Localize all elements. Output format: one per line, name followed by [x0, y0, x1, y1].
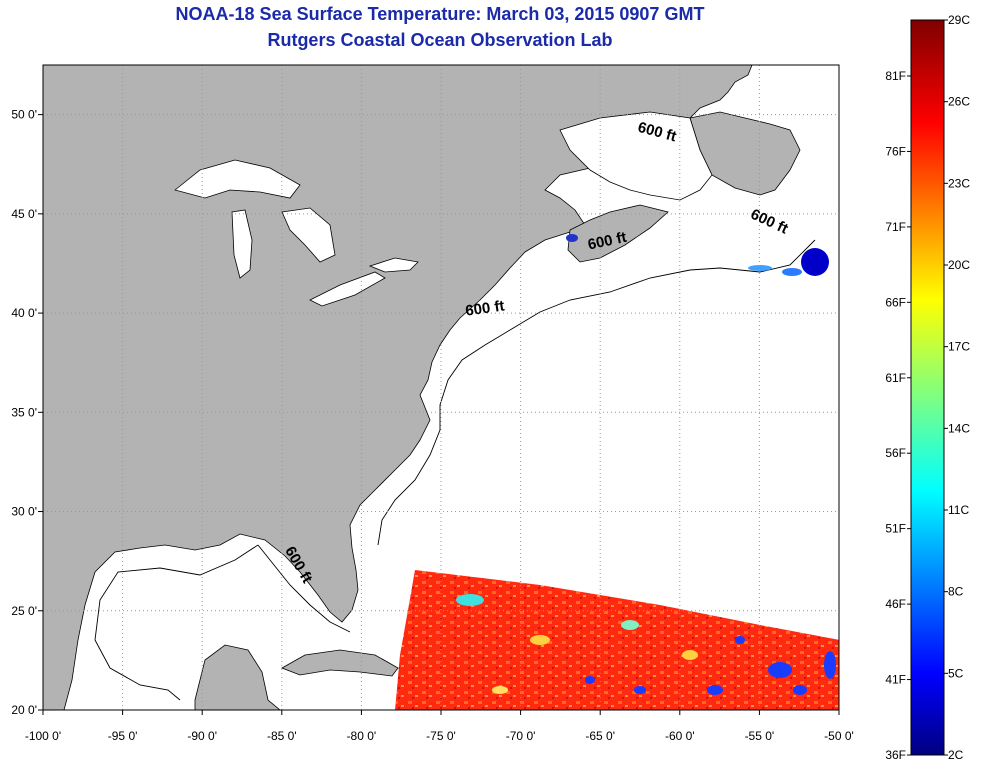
map-subtitle: Rutgers Coastal Ocean Observation Lab	[267, 30, 613, 50]
colorbar-fahrenheit-label: 36F	[885, 748, 906, 762]
colorbar-celsius-label: 5C	[948, 666, 964, 680]
lake-michigan	[231, 209, 253, 279]
map-title: NOAA-18 Sea Surface Temperature: March 0…	[175, 4, 705, 24]
lat-tick-label: 30 0'	[11, 505, 37, 519]
colorbar-celsius-label: 11C	[948, 503, 969, 517]
colorbar-fahrenheit-label: 56F	[885, 446, 906, 460]
yucatan-land	[194, 644, 281, 710]
sst-swath	[395, 570, 839, 710]
colorbar-celsius-label: 14C	[948, 421, 970, 435]
axis-ticks: -100 0' -95 0' -90 0' -85 0' -80 0' -75 0' -70…	[11, 108, 853, 743]
lon-tick-label: -75 0'	[426, 729, 456, 743]
colorbar-fahrenheit-label: 66F	[885, 295, 906, 309]
colorbar-fahrenheit-label: 46F	[885, 597, 906, 611]
lake-erie	[309, 271, 386, 307]
colorbar-fahrenheit-label: 61F	[885, 371, 906, 385]
colorbar-fahrenheit-label: 41F	[885, 673, 906, 687]
colorbar-ticks: 29C 26C 23C 20C 17C 14C 11C 8C 5C 2C 81F 76F 71F 66F 6…	[885, 13, 970, 762]
colorbar-celsius-label: 17C	[948, 340, 970, 354]
lon-tick-label: -55 0'	[745, 729, 775, 743]
lat-tick-label: 25 0'	[11, 604, 37, 618]
contour-label-600ft: 600 ft	[464, 297, 505, 319]
lat-tick-label: 40 0'	[11, 306, 37, 320]
grid-lines	[43, 65, 839, 710]
lon-tick-label: -100 0'	[25, 729, 61, 743]
sst-cool-patches	[456, 594, 836, 695]
nova-scotia-land	[567, 204, 669, 263]
lon-tick-label: -65 0'	[585, 729, 615, 743]
lon-tick-label: -85 0'	[267, 729, 297, 743]
colorbar-celsius-label: 29C	[948, 13, 970, 27]
lon-tick-label: -90 0'	[187, 729, 217, 743]
colorbar-celsius-label: 20C	[948, 258, 970, 272]
lat-tick-label: 20 0'	[11, 703, 37, 717]
colorbar-fahrenheit-label: 76F	[885, 144, 906, 158]
lon-tick-label: -50 0'	[824, 729, 854, 743]
colorbar	[910, 19, 945, 756]
lake-ontario	[368, 257, 419, 273]
lon-tick-label: -95 0'	[108, 729, 138, 743]
lake-huron	[281, 207, 336, 263]
lake-superior	[174, 159, 301, 199]
colorbar-fahrenheit-label: 81F	[885, 69, 906, 83]
colorbar-fahrenheit-label: 71F	[885, 220, 906, 234]
gulf-of-st-lawrence	[559, 111, 713, 201]
sst-cold-patches-north	[566, 234, 829, 276]
colorbar-celsius-label: 26C	[948, 95, 970, 109]
lat-tick-label: 35 0'	[11, 405, 37, 419]
lon-tick-label: -60 0'	[665, 729, 695, 743]
lon-tick-label: -80 0'	[347, 729, 377, 743]
contour-600ft	[94, 239, 816, 701]
lat-tick-label: 50 0'	[11, 108, 37, 122]
lon-tick-label: -70 0'	[506, 729, 536, 743]
colorbar-celsius-label: 8C	[948, 585, 964, 599]
colorbar-fahrenheit-label: 51F	[885, 522, 906, 536]
colorbar-celsius-label: 23C	[948, 176, 970, 190]
colorbar-celsius-label: 2C	[948, 748, 964, 762]
lat-tick-label: 45 0'	[11, 207, 37, 221]
cuba-land	[281, 649, 399, 677]
